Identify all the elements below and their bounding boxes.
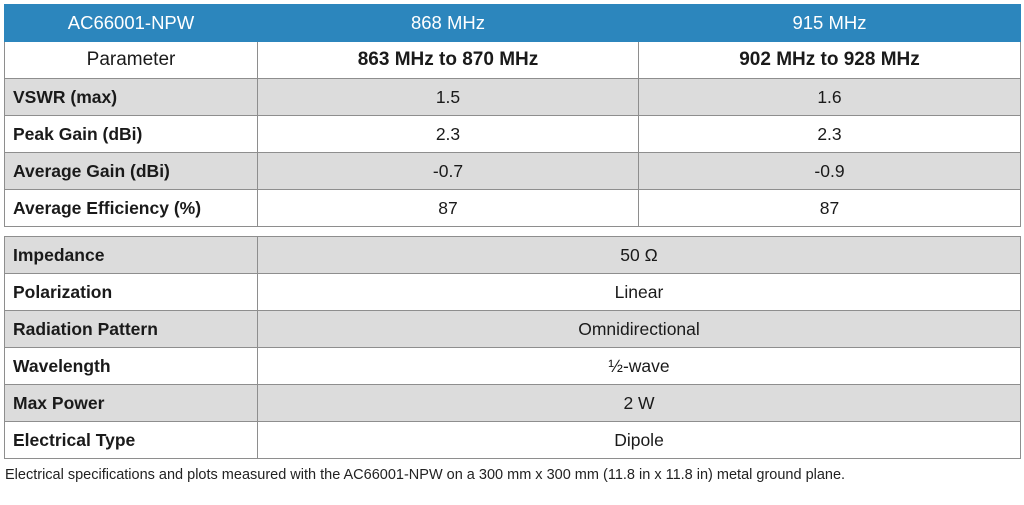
row-value: 50 Ω: [257, 236, 1021, 274]
row-value: Dipole: [257, 421, 1021, 459]
table-row: VSWR (max) 1.5 1.6: [4, 78, 1021, 116]
frequency-spec-table: AC66001-NPW 868 MHz 915 MHz Parameter 86…: [4, 4, 1021, 227]
range-915-label: 902 MHz to 928 MHz: [638, 41, 1021, 79]
row-value-915: -0.9: [638, 152, 1021, 190]
general-spec-table: Impedance 50 Ω Polarization Linear Radia…: [4, 236, 1021, 459]
table-row: Radiation Pattern Omnidirectional: [4, 310, 1021, 348]
band-868-header: 868 MHz: [257, 4, 639, 42]
row-label: Radiation Pattern: [4, 310, 258, 348]
row-value: 2 W: [257, 384, 1021, 422]
row-value-868: 1.5: [257, 78, 639, 116]
table-subheader-row: Parameter 863 MHz to 870 MHz 902 MHz to …: [4, 41, 1021, 79]
row-label: Average Gain (dBi): [4, 152, 258, 190]
row-label: Wavelength: [4, 347, 258, 385]
row-label: VSWR (max): [4, 78, 258, 116]
row-label: Electrical Type: [4, 421, 258, 459]
table-row: Wavelength ½-wave: [4, 347, 1021, 385]
table-row: Electrical Type Dipole: [4, 421, 1021, 459]
table-row: Max Power 2 W: [4, 384, 1021, 422]
table-row: Peak Gain (dBi) 2.3 2.3: [4, 115, 1021, 153]
row-value-868: -0.7: [257, 152, 639, 190]
model-header: AC66001-NPW: [4, 4, 258, 42]
row-value-915: 1.6: [638, 78, 1021, 116]
row-value: Linear: [257, 273, 1021, 311]
row-value-915: 87: [638, 189, 1021, 227]
row-label: Impedance: [4, 236, 258, 274]
band-915-header: 915 MHz: [638, 4, 1021, 42]
row-value: Omnidirectional: [257, 310, 1021, 348]
row-label: Peak Gain (dBi): [4, 115, 258, 153]
table-row: Average Efficiency (%) 87 87: [4, 189, 1021, 227]
row-label: Polarization: [4, 273, 258, 311]
parameter-label: Parameter: [4, 41, 258, 79]
row-value: ½-wave: [257, 347, 1021, 385]
table-row: Average Gain (dBi) -0.7 -0.9: [4, 152, 1021, 190]
row-value-915: 2.3: [638, 115, 1021, 153]
row-value-868: 2.3: [257, 115, 639, 153]
row-label: Average Efficiency (%): [4, 189, 258, 227]
table-row: Polarization Linear: [4, 273, 1021, 311]
row-value-868: 87: [257, 189, 639, 227]
row-label: Max Power: [4, 384, 258, 422]
footnote: Electrical specifications and plots meas…: [5, 467, 846, 483]
table-row: Impedance 50 Ω: [4, 236, 1021, 274]
range-868-label: 863 MHz to 870 MHz: [257, 41, 639, 79]
table-header-row: AC66001-NPW 868 MHz 915 MHz: [4, 4, 1021, 42]
